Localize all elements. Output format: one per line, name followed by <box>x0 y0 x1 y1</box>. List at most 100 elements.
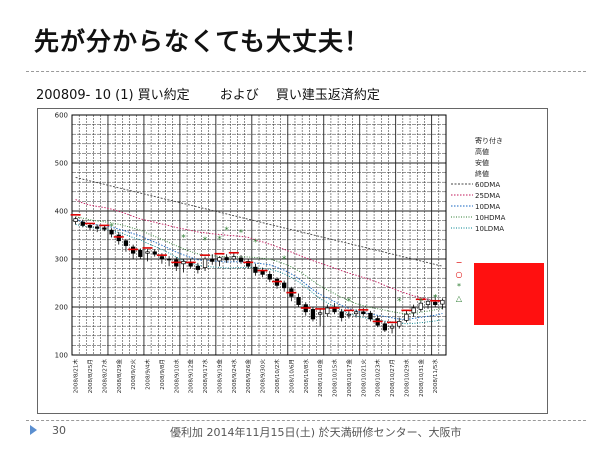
x-tick-label: 2008/8/21木 <box>72 359 80 394</box>
candle-body <box>224 257 229 261</box>
legend-label: 10HDMA <box>475 214 506 222</box>
candle-body <box>102 227 107 230</box>
candle-body <box>353 311 359 315</box>
footer-text: 優利加 2014年11月15日(土) 於天満研修センター、大阪市 <box>170 426 462 439</box>
candle-body <box>95 226 100 229</box>
candle-body <box>282 282 287 289</box>
candle-body <box>195 265 201 270</box>
asterisk-marker: * <box>203 236 208 246</box>
asterisk-marker: * <box>282 255 287 265</box>
x-tick-label: 2008/9/30火 <box>260 359 267 394</box>
x-tick-label: 2008/11/5水 <box>431 359 439 394</box>
candle-body <box>109 229 114 235</box>
x-tick-label: 2008/9/17水 <box>201 359 209 394</box>
x-tick-label: 2008/9/2火 <box>130 359 137 390</box>
y-tick-label: 500 <box>55 160 68 168</box>
x-tick-label: 2008/9/19金 <box>215 359 223 394</box>
x-tick-label: 2008/10/2木 <box>273 359 281 394</box>
x-tick-label: 2008/9/12金 <box>187 359 195 394</box>
title-divider <box>26 71 586 72</box>
series-10ldma <box>75 223 443 325</box>
candle-body <box>181 261 186 265</box>
candle-body <box>152 251 157 255</box>
candle-body <box>73 218 78 222</box>
candle-body <box>260 270 265 275</box>
asterisk-marker: * <box>181 233 186 243</box>
legend-label: 25DMA <box>475 192 500 200</box>
candle-body <box>425 300 431 305</box>
x-tick-label: 2008/9/10水 <box>172 359 180 394</box>
y-tick-label: 300 <box>55 256 68 264</box>
legend-marker: ○ <box>456 270 463 279</box>
candle-body <box>166 258 172 261</box>
candle-body <box>433 301 438 305</box>
legend-label: 10DMA <box>475 203 500 211</box>
candle-body <box>317 312 323 315</box>
asterisk-marker: * <box>433 293 438 303</box>
x-tick-label: 2008/10/8水 <box>302 359 310 394</box>
y-tick-label: 400 <box>55 208 68 216</box>
x-tick-label: 2008/10/6月 <box>288 359 295 393</box>
candle-body <box>188 262 193 267</box>
candle-body <box>310 309 316 320</box>
candle-body <box>145 251 150 254</box>
legend-label: 60DMA <box>475 181 500 189</box>
asterisk-marker: * <box>253 238 258 248</box>
asterisk-marker: * <box>347 297 352 307</box>
legend-label: 終値 <box>475 169 489 178</box>
legend-label: 安値 <box>475 158 489 167</box>
legend-label: 高値 <box>475 147 489 156</box>
candle-body <box>159 256 165 260</box>
y-tick-label: 600 <box>55 112 68 120</box>
legend-label: 寄り付き <box>475 136 503 145</box>
chart-caption: 200809- 10 (1) 買い約定 および 買い建玉返済約定 <box>36 88 380 103</box>
x-tick-label: 2008/10/29水 <box>402 359 410 397</box>
x-tick-label: 2008/10/17金 <box>345 359 353 397</box>
candle-body <box>397 321 402 327</box>
legend-marker: * <box>457 282 461 291</box>
x-tick-label: 2008/10/21火 <box>360 359 367 397</box>
candle-body <box>217 257 222 262</box>
page-marker-icon <box>30 425 37 435</box>
candle-body <box>296 297 301 305</box>
candle-body <box>404 313 409 321</box>
candle-body <box>346 313 352 316</box>
asterisk-marker: * <box>239 229 244 239</box>
x-tick-label: 2008/9/4木 <box>144 359 152 390</box>
asterisk-marker: * <box>109 222 114 232</box>
candle-body <box>87 225 93 228</box>
x-tick-label: 2008/8/25月 <box>87 359 94 393</box>
x-tick-label: 2008/10/23木 <box>374 359 382 397</box>
y-tick-label: 200 <box>55 304 68 312</box>
legend-marker: △ <box>456 294 463 303</box>
page-number: 30 <box>52 424 66 437</box>
candle-body <box>368 312 373 320</box>
x-tick-label: 2008/10/15水 <box>331 359 339 397</box>
asterisk-marker: * <box>224 226 229 236</box>
x-tick-label: 2008/10/27月 <box>389 359 396 397</box>
candle-body <box>123 240 129 246</box>
candle-body <box>210 258 215 262</box>
x-tick-label: 2008/8/29金 <box>115 359 123 394</box>
candle-body <box>361 311 366 315</box>
legend-label: 10LDMA <box>475 225 504 233</box>
candle-body <box>339 311 344 318</box>
candle-body <box>138 250 143 257</box>
candle-body <box>238 257 244 262</box>
plot-border <box>71 114 447 356</box>
candle-body <box>202 258 208 268</box>
series-10dma <box>75 218 443 320</box>
x-tick-label: 2008/9/8月 <box>159 359 166 390</box>
candle-body <box>440 299 445 305</box>
footer-divider <box>26 420 586 421</box>
asterisk-marker: * <box>217 235 222 245</box>
candle-body <box>411 307 416 314</box>
x-tick-label: 2008/9/24水 <box>230 359 238 394</box>
legend-red-box <box>474 263 544 325</box>
y-tick-label: 100 <box>55 352 68 360</box>
chart-frame: 100 200 300 400 500 600 * * * * * * * * * * * * 2008/8/21木… <box>37 108 548 414</box>
series-25dma <box>75 199 443 303</box>
asterisk-marker: * <box>419 297 424 307</box>
legend-marker: − <box>456 258 463 267</box>
